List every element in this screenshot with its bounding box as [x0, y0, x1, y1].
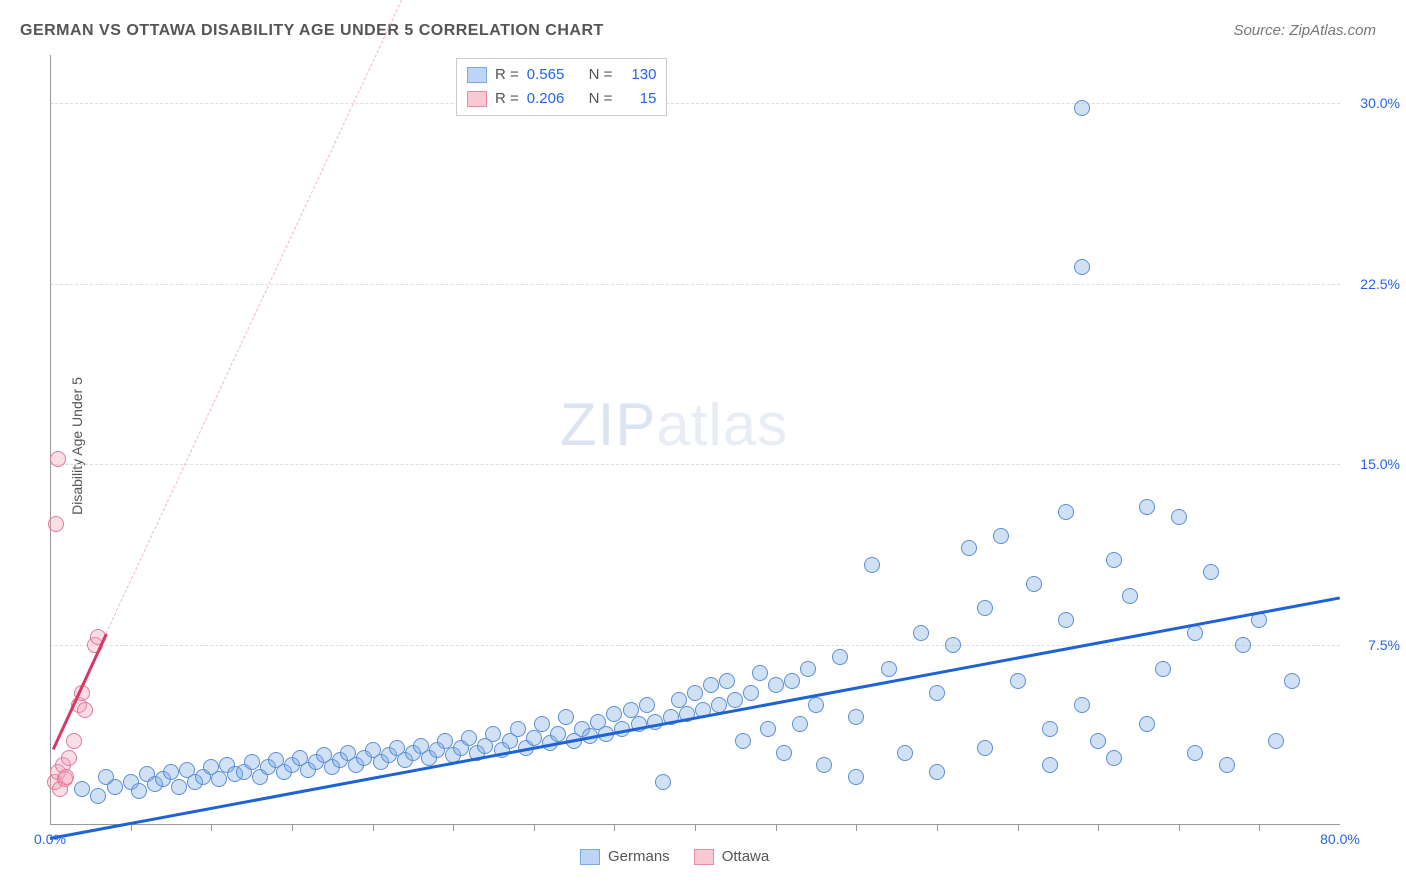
data-point — [1058, 504, 1074, 520]
data-point — [1139, 499, 1155, 515]
data-point — [1074, 697, 1090, 713]
data-point — [881, 661, 897, 677]
data-point — [1074, 100, 1090, 116]
data-point — [1219, 757, 1235, 773]
legend-swatch — [467, 91, 487, 107]
data-point — [897, 745, 913, 761]
data-point — [1058, 612, 1074, 628]
legend-stats-row: R =0.206 N =15 — [467, 87, 656, 111]
data-point — [808, 697, 824, 713]
source-label: Source: ZipAtlas.com — [1233, 22, 1376, 39]
data-point — [74, 781, 90, 797]
y-tick-label: 7.5% — [1368, 637, 1400, 653]
data-point — [639, 697, 655, 713]
data-point — [558, 709, 574, 725]
data-point — [550, 726, 566, 742]
legend-stats-box: R =0.565 N =130R =0.206 N =15 — [456, 58, 667, 116]
data-point — [727, 692, 743, 708]
data-point — [752, 665, 768, 681]
data-point — [929, 685, 945, 701]
data-point — [735, 733, 751, 749]
data-point — [1010, 673, 1026, 689]
y-tick-label: 30.0% — [1360, 95, 1400, 111]
data-point — [1122, 588, 1138, 604]
data-point — [945, 637, 961, 653]
data-point — [485, 726, 501, 742]
data-point — [993, 528, 1009, 544]
data-point — [526, 730, 542, 746]
data-point — [832, 649, 848, 665]
data-point — [687, 685, 703, 701]
data-point — [510, 721, 526, 737]
data-point — [1042, 757, 1058, 773]
data-point — [77, 702, 93, 718]
data-point — [719, 673, 735, 689]
data-point — [58, 769, 74, 785]
legend-swatch — [580, 849, 600, 865]
data-point — [848, 709, 864, 725]
data-point — [48, 516, 64, 532]
data-point — [1268, 733, 1284, 749]
data-point — [1187, 745, 1203, 761]
scatter-plot: 7.5%15.0%22.5%30.0%0.0%80.0% — [50, 55, 1340, 825]
legend-swatch — [694, 849, 714, 865]
data-point — [768, 677, 784, 693]
data-point — [61, 750, 77, 766]
data-point — [90, 788, 106, 804]
data-point — [977, 600, 993, 616]
legend-item: Germans — [580, 848, 670, 865]
data-point — [1090, 733, 1106, 749]
legend-bottom: Germans Ottawa — [580, 848, 769, 865]
data-point — [534, 716, 550, 732]
data-point — [1026, 576, 1042, 592]
data-point — [800, 661, 816, 677]
data-point — [760, 721, 776, 737]
data-point — [1235, 637, 1251, 653]
legend-item: Ottawa — [694, 848, 770, 865]
data-point — [776, 745, 792, 761]
data-point — [131, 783, 147, 799]
data-point — [1042, 721, 1058, 737]
data-point — [1139, 716, 1155, 732]
data-point — [864, 557, 880, 573]
y-tick-label: 15.0% — [1360, 456, 1400, 472]
data-point — [913, 625, 929, 641]
data-point — [1106, 750, 1122, 766]
data-point — [1074, 259, 1090, 275]
legend-swatch — [467, 67, 487, 83]
data-point — [1284, 673, 1300, 689]
data-point — [792, 716, 808, 732]
data-point — [655, 774, 671, 790]
y-tick-label: 22.5% — [1360, 276, 1400, 292]
data-point — [816, 757, 832, 773]
data-point — [977, 740, 993, 756]
data-point — [107, 779, 123, 795]
data-point — [211, 771, 227, 787]
data-point — [703, 677, 719, 693]
data-point — [50, 451, 66, 467]
data-point — [171, 779, 187, 795]
data-point — [929, 764, 945, 780]
data-point — [784, 673, 800, 689]
data-point — [1171, 509, 1187, 525]
data-point — [1155, 661, 1171, 677]
data-point — [1106, 552, 1122, 568]
data-point — [961, 540, 977, 556]
data-point — [743, 685, 759, 701]
legend-stats-row: R =0.565 N =130 — [467, 63, 656, 87]
x-max-label: 80.0% — [1320, 831, 1360, 847]
chart-title: GERMAN VS OTTAWA DISABILITY AGE UNDER 5 … — [20, 22, 604, 40]
data-point — [848, 769, 864, 785]
data-point — [66, 733, 82, 749]
data-point — [1203, 564, 1219, 580]
